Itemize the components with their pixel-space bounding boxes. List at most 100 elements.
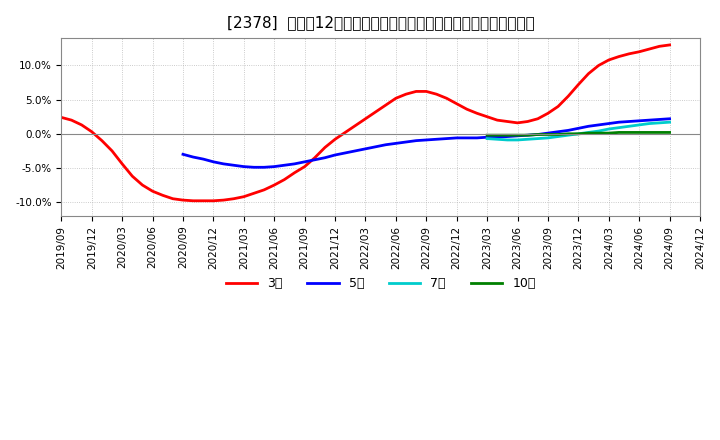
- 10年: [513, 132, 522, 138]
- 5年: [412, 138, 420, 143]
- 7年: [584, 130, 593, 135]
- 5年: [351, 148, 360, 154]
- 5年: [280, 163, 289, 168]
- 3年: [280, 177, 289, 182]
- 5年: [513, 133, 522, 139]
- 7年: [655, 120, 664, 125]
- 10年: [564, 131, 572, 136]
- 5年: [341, 150, 349, 156]
- 10年: [574, 131, 582, 136]
- 5年: [320, 155, 329, 160]
- 3年: [432, 92, 441, 97]
- 7年: [523, 137, 532, 142]
- 5年: [189, 154, 197, 160]
- 5年: [270, 164, 279, 169]
- 10年: [655, 130, 664, 135]
- 10年: [665, 130, 674, 135]
- 5年: [402, 139, 410, 145]
- 10年: [544, 132, 552, 137]
- 5年: [361, 146, 370, 151]
- 7年: [645, 121, 654, 126]
- 5年: [372, 144, 380, 150]
- 7年: [513, 137, 522, 143]
- 5年: [534, 132, 542, 137]
- 5年: [564, 128, 572, 133]
- Legend: 3年, 5年, 7年, 10年: 3年, 5年, 7年, 10年: [221, 272, 541, 295]
- 5年: [483, 135, 492, 140]
- 10年: [605, 131, 613, 136]
- 10年: [594, 131, 603, 136]
- 7年: [635, 122, 644, 128]
- 5年: [432, 137, 441, 142]
- 5年: [422, 137, 431, 143]
- 7年: [493, 137, 502, 142]
- 10年: [615, 130, 624, 135]
- 5年: [605, 121, 613, 126]
- 5年: [240, 164, 248, 169]
- 5年: [230, 163, 238, 168]
- 5年: [594, 122, 603, 128]
- 10年: [503, 132, 512, 138]
- 5年: [209, 159, 217, 165]
- 5年: [503, 134, 512, 139]
- 5年: [260, 165, 269, 170]
- 5年: [645, 117, 654, 123]
- 7年: [534, 136, 542, 141]
- Title: [2378]  売上高12か月移動合計の対前年同期増減率の平均値の推移: [2378] 売上高12か月移動合計の対前年同期増減率の平均値の推移: [227, 15, 534, 30]
- 10年: [523, 132, 532, 138]
- 5年: [584, 124, 593, 129]
- 5年: [392, 141, 400, 146]
- Line: 7年: 7年: [487, 122, 670, 140]
- 5年: [523, 132, 532, 138]
- 7年: [594, 128, 603, 134]
- 5年: [452, 135, 461, 140]
- Line: 3年: 3年: [61, 45, 670, 201]
- 5年: [554, 129, 562, 134]
- 7年: [483, 136, 492, 141]
- 10年: [534, 132, 542, 137]
- 3年: [189, 198, 197, 203]
- 5年: [442, 136, 451, 141]
- 3年: [57, 115, 66, 120]
- 7年: [605, 126, 613, 132]
- 5年: [179, 152, 187, 157]
- 7年: [503, 137, 512, 143]
- 10年: [584, 131, 593, 136]
- 5年: [462, 135, 471, 140]
- 5年: [544, 131, 552, 136]
- 5年: [493, 135, 502, 140]
- 5年: [330, 152, 339, 158]
- 7年: [544, 135, 552, 140]
- 5年: [635, 118, 644, 124]
- 5年: [615, 120, 624, 125]
- 7年: [554, 134, 562, 139]
- 5年: [290, 161, 299, 166]
- 7年: [574, 131, 582, 136]
- 3年: [665, 42, 674, 48]
- 5年: [665, 116, 674, 121]
- 5年: [250, 165, 258, 170]
- 10年: [635, 130, 644, 135]
- 5年: [382, 142, 390, 147]
- 7年: [564, 132, 572, 138]
- 5年: [219, 161, 228, 166]
- 5年: [199, 157, 207, 162]
- 5年: [625, 119, 634, 124]
- 3年: [392, 95, 400, 101]
- 3年: [209, 198, 217, 203]
- 10年: [483, 132, 492, 138]
- 5年: [300, 159, 309, 165]
- 7年: [615, 125, 624, 130]
- 3年: [179, 198, 187, 203]
- Line: 5年: 5年: [183, 119, 670, 167]
- 5年: [655, 117, 664, 122]
- 10年: [493, 132, 502, 138]
- 7年: [625, 124, 634, 129]
- Line: 10年: 10年: [487, 132, 670, 135]
- 10年: [554, 132, 562, 137]
- 3年: [594, 63, 603, 68]
- 10年: [645, 130, 654, 135]
- 7年: [665, 120, 674, 125]
- 10年: [625, 130, 634, 135]
- 5年: [310, 157, 319, 162]
